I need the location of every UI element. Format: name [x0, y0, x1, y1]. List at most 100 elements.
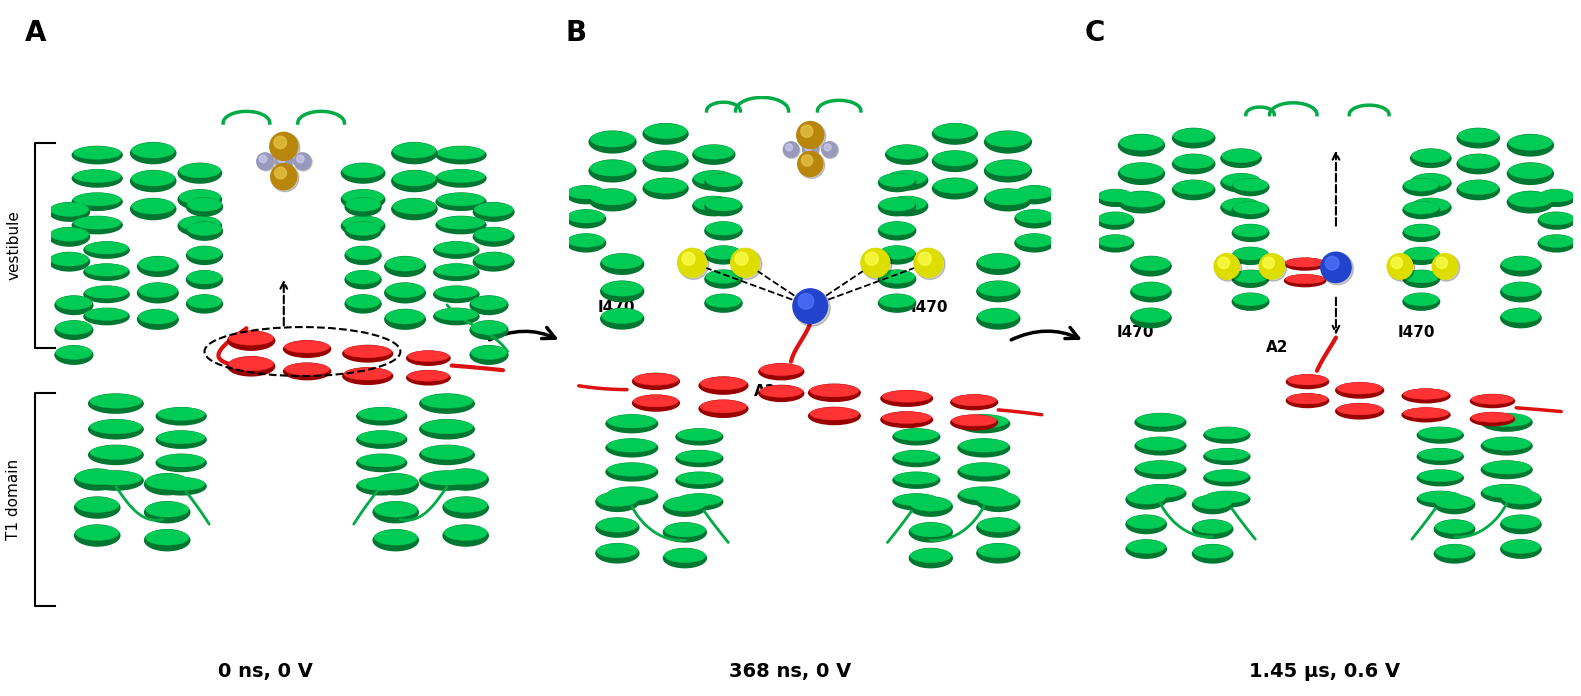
Ellipse shape: [1538, 235, 1575, 248]
Ellipse shape: [877, 221, 917, 241]
Ellipse shape: [1500, 308, 1541, 329]
Ellipse shape: [1404, 270, 1439, 283]
Circle shape: [822, 142, 838, 157]
Ellipse shape: [885, 144, 928, 165]
Ellipse shape: [950, 414, 998, 431]
Ellipse shape: [177, 216, 223, 237]
Ellipse shape: [435, 169, 487, 188]
Ellipse shape: [131, 171, 175, 186]
Ellipse shape: [187, 246, 223, 265]
Ellipse shape: [1418, 470, 1462, 482]
Ellipse shape: [343, 164, 384, 177]
Ellipse shape: [1508, 163, 1553, 179]
Ellipse shape: [155, 430, 207, 449]
Ellipse shape: [632, 372, 680, 390]
Circle shape: [784, 142, 800, 159]
Ellipse shape: [1472, 395, 1513, 404]
Ellipse shape: [421, 471, 473, 485]
Ellipse shape: [1015, 234, 1053, 247]
Ellipse shape: [1502, 256, 1540, 271]
Ellipse shape: [642, 123, 689, 145]
Ellipse shape: [985, 160, 1031, 176]
Circle shape: [822, 142, 838, 159]
Ellipse shape: [1130, 282, 1172, 303]
Ellipse shape: [1233, 270, 1268, 283]
Ellipse shape: [145, 530, 188, 545]
Circle shape: [258, 153, 275, 171]
Ellipse shape: [130, 170, 177, 192]
Circle shape: [275, 153, 294, 171]
Ellipse shape: [677, 450, 721, 462]
Ellipse shape: [1126, 490, 1167, 509]
Ellipse shape: [692, 170, 735, 191]
Ellipse shape: [1232, 269, 1270, 288]
Text: A2: A2: [754, 383, 776, 399]
Ellipse shape: [606, 438, 658, 457]
Ellipse shape: [1232, 178, 1270, 196]
Ellipse shape: [158, 431, 206, 443]
Ellipse shape: [187, 198, 221, 211]
Circle shape: [259, 155, 267, 163]
Ellipse shape: [1500, 514, 1541, 535]
Ellipse shape: [759, 385, 805, 402]
Text: B: B: [566, 19, 587, 47]
Ellipse shape: [1412, 173, 1450, 187]
Ellipse shape: [155, 454, 207, 472]
Ellipse shape: [977, 281, 1018, 296]
Ellipse shape: [1132, 256, 1170, 271]
Ellipse shape: [1434, 495, 1475, 514]
Ellipse shape: [444, 525, 487, 540]
Ellipse shape: [145, 502, 188, 517]
Ellipse shape: [879, 246, 915, 259]
Ellipse shape: [1205, 448, 1249, 460]
Ellipse shape: [158, 477, 206, 490]
Ellipse shape: [89, 470, 144, 491]
Ellipse shape: [343, 216, 384, 230]
Ellipse shape: [1127, 540, 1165, 553]
Ellipse shape: [983, 189, 1032, 212]
Ellipse shape: [594, 517, 640, 538]
Text: T1 domain: T1 domain: [6, 459, 21, 539]
Ellipse shape: [386, 257, 424, 271]
Ellipse shape: [632, 395, 680, 412]
Ellipse shape: [51, 253, 89, 266]
Ellipse shape: [283, 363, 332, 381]
Ellipse shape: [1436, 544, 1473, 558]
Circle shape: [1214, 253, 1240, 279]
Ellipse shape: [1458, 128, 1499, 143]
Ellipse shape: [340, 163, 386, 184]
Ellipse shape: [1456, 154, 1500, 175]
Ellipse shape: [90, 420, 142, 434]
Ellipse shape: [356, 454, 408, 472]
Ellipse shape: [590, 189, 636, 205]
Ellipse shape: [346, 271, 381, 284]
Ellipse shape: [1127, 491, 1165, 504]
Circle shape: [798, 152, 825, 178]
Ellipse shape: [357, 408, 405, 420]
Ellipse shape: [131, 143, 175, 158]
Ellipse shape: [590, 160, 636, 176]
Ellipse shape: [1015, 209, 1055, 228]
Ellipse shape: [975, 308, 1020, 330]
Ellipse shape: [139, 310, 177, 324]
Ellipse shape: [130, 142, 177, 164]
Ellipse shape: [1221, 198, 1262, 217]
Ellipse shape: [877, 269, 917, 289]
Ellipse shape: [384, 283, 425, 303]
Ellipse shape: [419, 470, 474, 491]
Ellipse shape: [1222, 149, 1260, 163]
Ellipse shape: [138, 309, 179, 330]
Text: A2: A2: [1266, 340, 1289, 356]
Ellipse shape: [74, 524, 120, 547]
Ellipse shape: [664, 548, 705, 562]
Ellipse shape: [977, 254, 1018, 269]
Ellipse shape: [892, 472, 941, 489]
Ellipse shape: [879, 173, 915, 187]
Ellipse shape: [345, 294, 381, 314]
Ellipse shape: [634, 395, 678, 407]
Circle shape: [270, 132, 297, 160]
Ellipse shape: [958, 414, 1010, 434]
Ellipse shape: [566, 209, 606, 228]
Ellipse shape: [602, 254, 643, 269]
Ellipse shape: [438, 193, 485, 206]
